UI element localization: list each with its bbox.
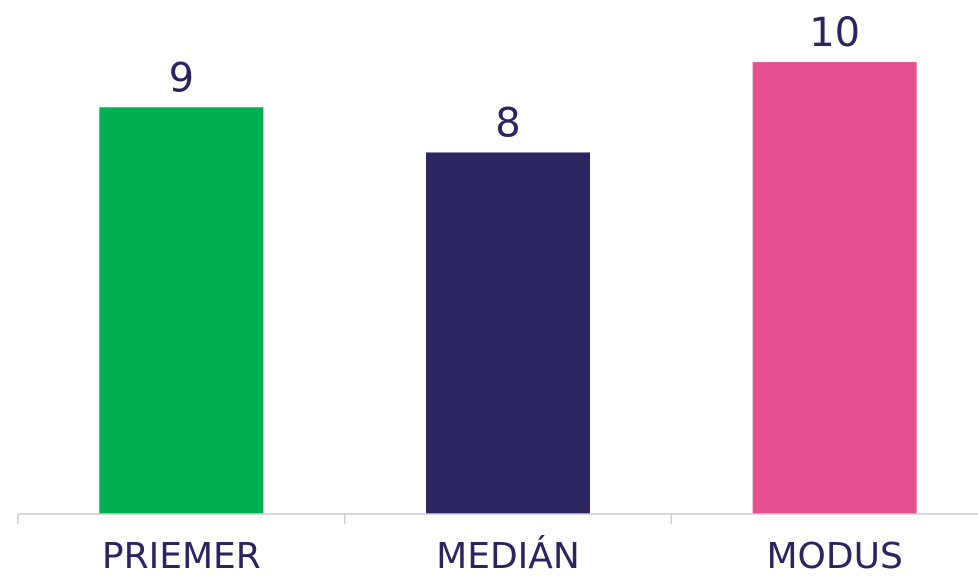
x-tick-labels-group: PRIEMER MEDIÁN MODUS [102,535,903,577]
x-tick-label: PRIEMER [102,536,261,577]
bar-0 [99,107,264,515]
data-labels-group: 9 8 10 [169,10,861,146]
x-axis [17,513,978,524]
bars-group [99,62,917,515]
x-tick-label: MEDIÁN [436,535,580,577]
x-tick-label: MODUS [767,536,903,577]
bar-1 [426,152,590,514]
bar-value-label: 9 [169,55,194,101]
bar-value-label: 10 [809,10,860,56]
bar-2 [752,62,917,514]
bar-value-label: 8 [495,100,520,146]
